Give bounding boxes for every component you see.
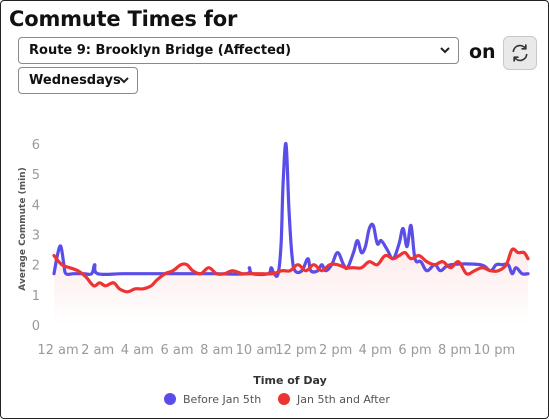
x-tick-label: 2 am [81, 343, 114, 358]
on-label: on [469, 41, 496, 63]
x-axis-label: Time of Day [253, 374, 327, 387]
route-select-value: Route 9: Brooklyn Bridge (Affected) [29, 43, 292, 58]
y-tick-label: 5 [32, 168, 40, 183]
x-tick-label: 8 pm [438, 343, 471, 358]
y-tick-label: 4 [32, 198, 40, 213]
refresh-icon [512, 44, 528, 62]
x-tick-label: 10 am [236, 343, 277, 358]
y-tick-label: 1 [32, 289, 40, 304]
chevron-down-icon [440, 47, 450, 54]
x-tick-label: 6 pm [398, 343, 431, 358]
route-select[interactable]: Route 9: Brooklyn Bridge (Affected) [18, 37, 459, 64]
y-tick-label: 3 [32, 229, 40, 244]
x-tick-label: 12 pm [275, 343, 317, 358]
day-select-value: Wednesdays [29, 73, 121, 88]
x-tick-label: 4 pm [359, 343, 392, 358]
chart-legend: Before Jan 5th Jan 5th and After [164, 393, 390, 406]
y-axis-label: Average Commute (min) [18, 167, 28, 290]
legend-label-before: Before Jan 5th [183, 393, 261, 406]
series-line-after [52, 247, 530, 294]
x-tick-label: 4 am [121, 343, 154, 358]
x-tick-label: 8 am [200, 343, 233, 358]
legend-marker-after [278, 393, 290, 405]
y-tick-label: 0 [32, 319, 40, 334]
x-tick-label: 6 am [160, 343, 193, 358]
day-select[interactable]: Wednesdays [18, 67, 138, 94]
y-tick-label: 6 [32, 138, 40, 153]
legend-label-after: Jan 5th and After [296, 393, 390, 406]
page-title: Commute Times for [9, 7, 238, 31]
x-tick-label: 10 pm [474, 343, 516, 358]
x-tick-label: 12 am [37, 343, 78, 358]
chevron-down-icon [119, 77, 129, 84]
series-area-after [54, 249, 528, 325]
y-tick-label: 2 [32, 259, 40, 274]
series-line-before [52, 141, 530, 279]
refresh-button[interactable] [503, 36, 537, 70]
x-tick-label: 2 pm [319, 343, 352, 358]
legend-marker-before [164, 393, 176, 405]
